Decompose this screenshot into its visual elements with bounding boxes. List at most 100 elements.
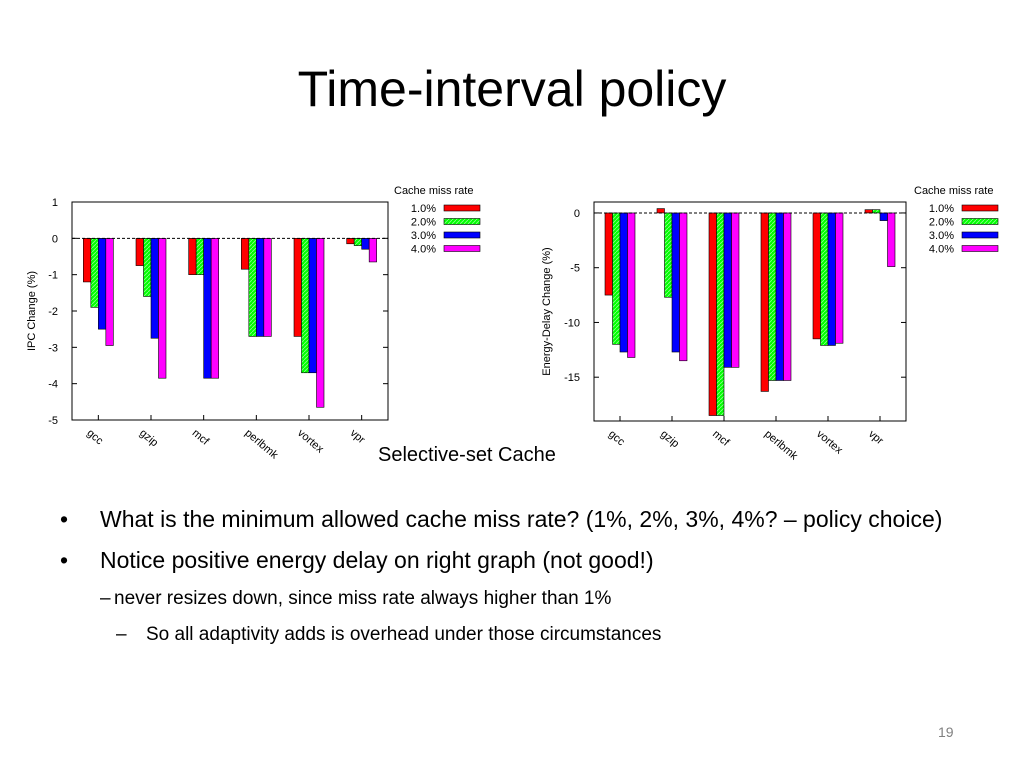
bar-mcf-1.0% [708, 212, 717, 416]
bar-mcf-2.0% [195, 238, 204, 275]
bar-vortex-3.0% [827, 212, 836, 346]
legend-title: Cache miss rate [394, 185, 474, 197]
bullet-marker: • [60, 547, 69, 573]
bar-mcf-2.0% [716, 212, 725, 416]
x-tick-label: perlbmk [762, 428, 800, 463]
legend-label: 1.0% [929, 203, 954, 215]
bar-mcf-1.0% [188, 238, 197, 275]
y-tick-label: -2 [48, 306, 58, 318]
legend-label: 1.0% [411, 203, 436, 215]
bar-vpr-3.0% [879, 212, 888, 221]
x-tick-label: gcc [84, 427, 105, 448]
bar-gzip-2.0% [664, 212, 673, 298]
y-tick-label: -1 [48, 270, 58, 282]
legend-label: 2.0% [411, 217, 436, 229]
bullet-marker: • [60, 506, 69, 532]
legend-swatch [961, 218, 999, 225]
bar-perlbmk-2.0% [248, 238, 257, 337]
plot-frame [593, 201, 907, 422]
bullet-list: • What is the minimum allowed cache miss… [60, 504, 980, 658]
bar-perlbmk-1.0% [241, 238, 250, 270]
slide-title: Time-interval policy [297, 61, 727, 117]
x-tick-label: gcc [606, 428, 627, 449]
bullet-text: Notice positive energy delay on right gr… [100, 547, 654, 573]
bar-vpr-1.0% [346, 238, 355, 245]
bar-gcc-4.0% [105, 238, 114, 346]
legend-title: Cache miss rate [914, 185, 994, 197]
bar-gzip-2.0% [143, 238, 152, 297]
bar-vortex-4.0% [316, 238, 325, 408]
ipc-change-plot: 1 0 -1 -2 -3 -4 -5 IPC Change (%) gcc gzip mcf perl… [26, 197, 481, 462]
y-tick-label: 1 [52, 197, 58, 209]
bar-vortex-3.0% [308, 238, 317, 374]
bar-gzip-3.0% [671, 212, 680, 353]
bar-gzip-3.0% [150, 238, 159, 339]
bar-gcc-2.0% [90, 238, 99, 308]
bar-vpr-4.0% [887, 212, 896, 267]
bar-gcc-1.0% [83, 238, 92, 283]
bar-gcc-2.0% [612, 212, 621, 345]
legend-label: 3.0% [929, 230, 954, 242]
bar-perlbmk-3.0% [256, 238, 265, 337]
legend-label: 3.0% [411, 230, 436, 242]
bar-mcf-4.0% [210, 238, 219, 379]
bar-perlbmk-4.0% [263, 238, 272, 337]
plot-frame [71, 201, 389, 421]
legend-swatch [961, 231, 999, 239]
sub-bullet-item: – never resizes down, since miss rate al… [60, 586, 980, 612]
legend-swatch [443, 218, 481, 225]
x-tick-label: vortex [814, 428, 845, 457]
bar-vortex-4.0% [835, 212, 844, 344]
y-tick-label: -4 [48, 379, 58, 391]
sub-bullet-text: So all adaptivity adds is overhead under… [146, 624, 662, 645]
bar-vortex-2.0% [820, 212, 829, 346]
bar-gcc-4.0% [627, 212, 636, 358]
bar-vpr-4.0% [368, 238, 377, 263]
legend-swatch [961, 204, 999, 212]
x-tick-label: perlbmk [242, 427, 280, 462]
bullet-item: • Notice positive energy delay on right … [60, 545, 980, 576]
legend-swatch [443, 231, 481, 239]
legend-swatch [961, 245, 999, 252]
sub-bullet-text: never resizes down, since miss rate alwa… [114, 588, 612, 609]
bar-gzip-4.0% [158, 238, 167, 379]
sub-bullet-item: – So all adaptivity adds is overhead und… [60, 622, 980, 648]
x-tick-label: vortex [295, 427, 326, 456]
bar-perlbmk-2.0% [768, 212, 777, 381]
y-tick-label: -10 [564, 317, 580, 329]
bar-gzip-4.0% [679, 212, 688, 362]
bar-vortex-2.0% [301, 238, 310, 374]
y-axis-label: IPC Change (%) [26, 271, 38, 351]
bar-perlbmk-3.0% [775, 212, 784, 381]
energy-delay-chart: Cache miss rate 0 -5 -10 -15 Energy-Delay Ch… [520, 180, 1020, 463]
bar-mcf-4.0% [731, 212, 740, 368]
y-tick-label: 0 [574, 208, 580, 220]
bar-gzip-1.0% [135, 238, 144, 266]
sub-bullet-marker: – [100, 588, 111, 609]
bar-mcf-3.0% [723, 212, 732, 368]
y-tick-label: -15 [564, 372, 580, 384]
bar-gzip-1.0% [656, 208, 665, 214]
x-tick-label: mcf [710, 428, 732, 449]
legend-label: 4.0% [929, 244, 954, 256]
bullet-item: • What is the minimum allowed cache miss… [60, 504, 980, 535]
y-tick-label: 0 [52, 233, 58, 245]
legend-swatch [443, 245, 481, 252]
bar-vpr-2.0% [353, 238, 362, 246]
sub-bullet-marker: – [116, 624, 127, 645]
y-axis-label: Energy-Delay Change (%) [541, 247, 553, 375]
bar-vpr-3.0% [361, 238, 370, 250]
legend-label: 2.0% [929, 217, 954, 229]
legend-label: 4.0% [411, 244, 436, 256]
bar-vortex-1.0% [812, 212, 821, 340]
bar-mcf-3.0% [203, 238, 212, 379]
bar-gcc-3.0% [98, 238, 107, 330]
x-tick-label: vpr [348, 427, 368, 446]
y-tick-label: -5 [570, 263, 580, 275]
page-number: 19 [938, 724, 954, 740]
energy-delay-plot: 0 -5 -10 -15 Energy-Delay Change (%) gcc gzip m… [541, 201, 999, 463]
bullet-text: What is the minimum allowed cache miss r… [100, 506, 943, 532]
y-tick-label: -5 [48, 415, 58, 427]
x-tick-label: mcf [190, 427, 212, 448]
legend-swatch [443, 204, 481, 212]
